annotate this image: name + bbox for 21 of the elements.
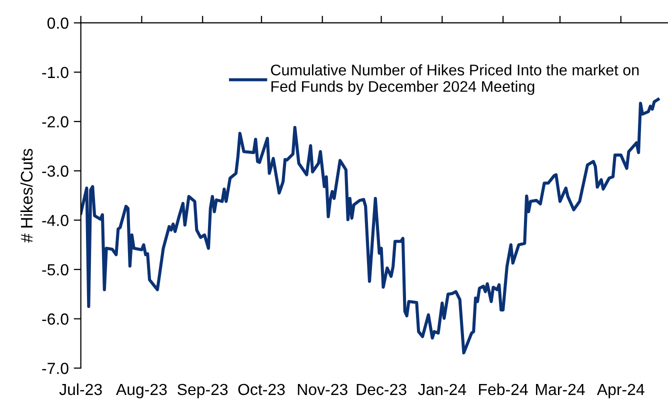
y-tick-label: -3.0	[42, 165, 68, 177]
x-tick-label: Jan-24	[418, 384, 466, 396]
x-tick-label: Oct-23	[238, 384, 285, 396]
x-tick-label: Aug-23	[116, 384, 167, 398]
y-tick-label: -1.0	[42, 66, 68, 78]
legend-label: Cumulative Number of Hikes Priced Into the market on Fed Funds by December 2024 Meeting	[271, 64, 639, 95]
y-tick-label: -4.0	[42, 214, 68, 226]
x-tick-label: Mar-24	[536, 384, 585, 396]
x-tick-label: Sep-23	[178, 384, 228, 398]
y-tick-label: 0.0	[47, 17, 68, 29]
x-tick-label: Nov-23	[298, 384, 348, 396]
y-tick-label: -7.0	[42, 362, 68, 374]
x-tick-label: Jul-23	[59, 383, 102, 396]
line-series	[80, 98, 660, 354]
x-tick-label: Apr-24	[596, 384, 644, 398]
y-tick-label: -5.0	[42, 264, 68, 276]
y-tick-label: -2.0	[42, 116, 68, 128]
x-tick-label: Feb-24	[479, 383, 528, 396]
y-tick-label: -6.0	[42, 313, 68, 325]
y-axis-title: # Hikes/Cuts	[20, 148, 33, 243]
x-tick-label: Dec-23	[356, 384, 406, 396]
